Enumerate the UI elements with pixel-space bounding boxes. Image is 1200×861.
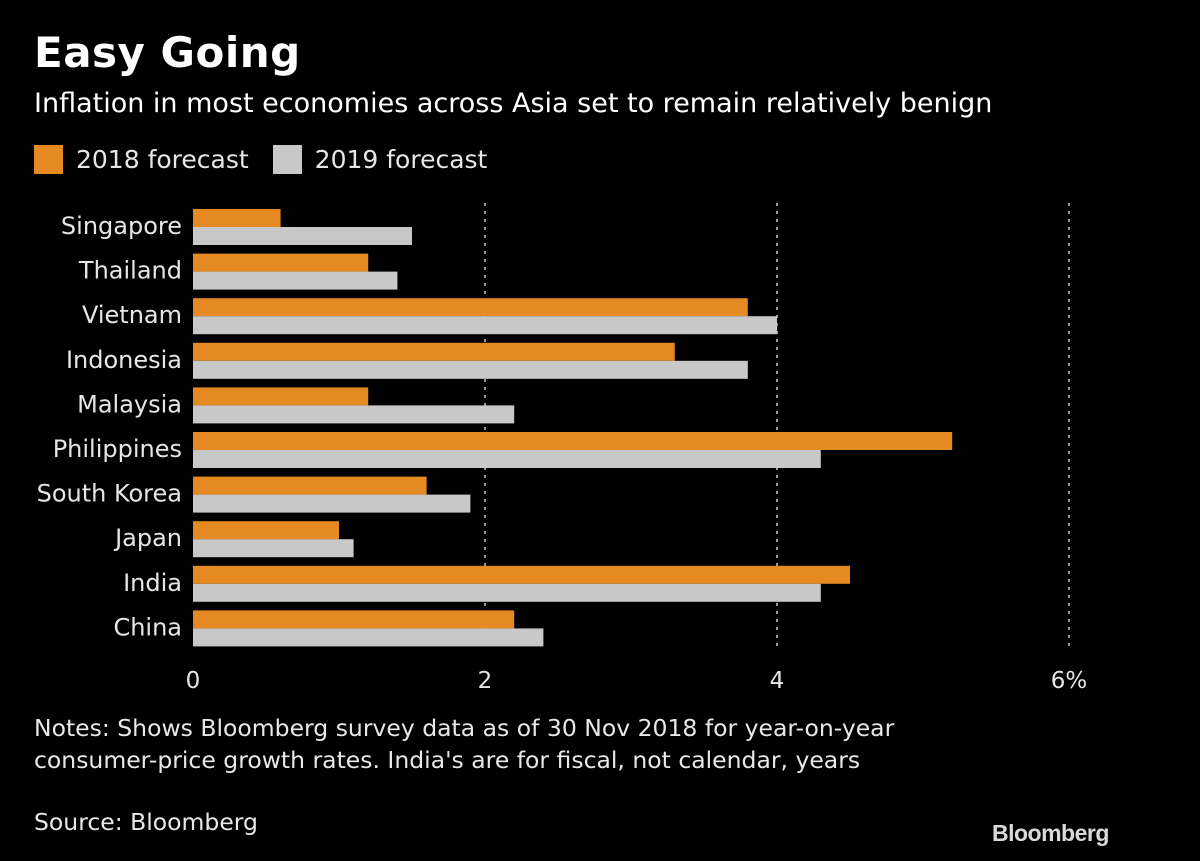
- category-label: Vietnam: [82, 301, 182, 329]
- bar-japan-2018: [193, 521, 339, 540]
- x-tick-label: 2: [478, 668, 493, 694]
- x-tick-label: 4: [770, 668, 785, 694]
- bar-japan-2019: [193, 539, 354, 558]
- bar-india-2018: [193, 565, 850, 584]
- bar-philippines-2018: [193, 432, 953, 450]
- category-label: South Korea: [37, 480, 182, 508]
- bar-singapore-2019: [193, 227, 412, 245]
- category-label: Thailand: [78, 257, 182, 285]
- bar-singapore-2018: [193, 209, 281, 227]
- bar-south-korea-2018: [193, 476, 427, 495]
- bar-malaysia-2019: [193, 405, 515, 424]
- category-label: India: [123, 569, 182, 597]
- legend-label-2019: 2019 forecast: [314, 145, 488, 174]
- bar-vietnam-2019: [193, 316, 777, 335]
- bar-thailand-2019: [193, 271, 398, 290]
- bar-china-2018: [193, 610, 515, 629]
- category-label: China: [113, 613, 182, 641]
- bar-malaysia-2018: [193, 387, 369, 406]
- legend-label-2018: 2018 forecast: [76, 145, 249, 174]
- legend: 2018 forecast 2019 forecast: [34, 145, 511, 174]
- bar-indonesia-2018: [193, 342, 675, 361]
- bar-india-2019: [193, 583, 821, 602]
- chart-notes: Notes: Shows Bloomberg survey data as of…: [34, 714, 895, 774]
- legend-item-2019: 2019 forecast: [272, 145, 488, 174]
- category-label: Singapore: [61, 212, 182, 240]
- chart-source: Source: Bloomberg: [34, 808, 258, 836]
- bar-indonesia-2019: [193, 360, 748, 379]
- legend-swatch-2018: [34, 145, 63, 174]
- bar-vietnam-2018: [193, 298, 748, 317]
- bar-thailand-2018: [193, 253, 369, 272]
- bar-philippines-2019: [193, 450, 821, 468]
- chart-title: Easy Going: [34, 28, 301, 77]
- category-label: Malaysia: [77, 390, 182, 418]
- x-tick-label: 0: [186, 668, 201, 694]
- bar-south-korea-2019: [193, 494, 471, 513]
- category-label: Japan: [113, 524, 182, 552]
- chart-subtitle: Inflation in most economies across Asia …: [34, 88, 993, 119]
- legend-item-2018: 2018 forecast: [34, 145, 249, 174]
- bloomberg-logo: Bloomberg: [992, 820, 1109, 846]
- bar-china-2019: [193, 628, 544, 647]
- category-label: Philippines: [53, 435, 182, 463]
- category-label: Indonesia: [66, 346, 182, 374]
- legend-swatch-2019: [272, 145, 302, 174]
- x-tick-label: 6%: [1051, 668, 1088, 694]
